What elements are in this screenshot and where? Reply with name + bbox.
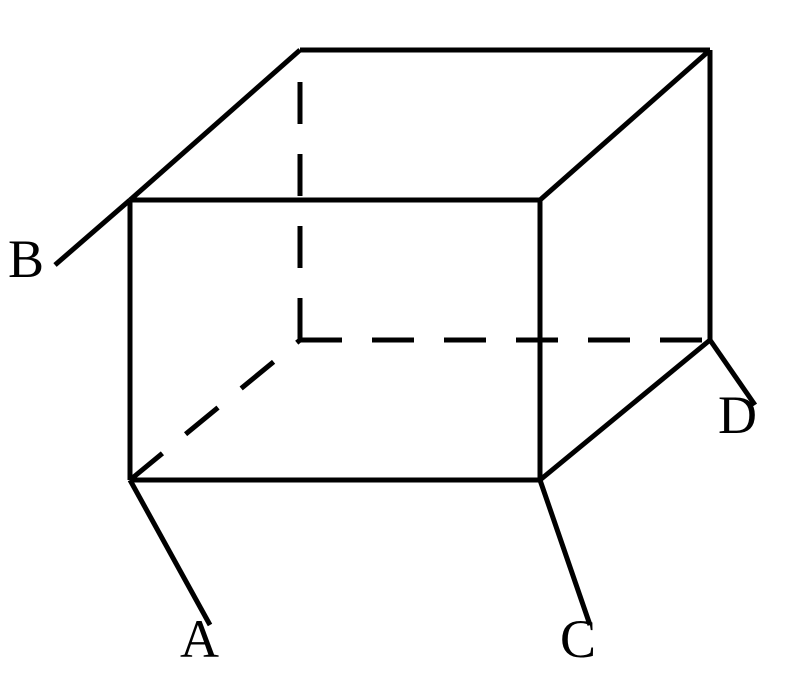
cube-svg [0,0,788,678]
label-c: C [560,612,596,666]
label-a: A [180,612,219,666]
label-d: D [718,388,757,442]
cube-diagram: A B C D [0,0,788,678]
label-b: B [8,232,44,286]
